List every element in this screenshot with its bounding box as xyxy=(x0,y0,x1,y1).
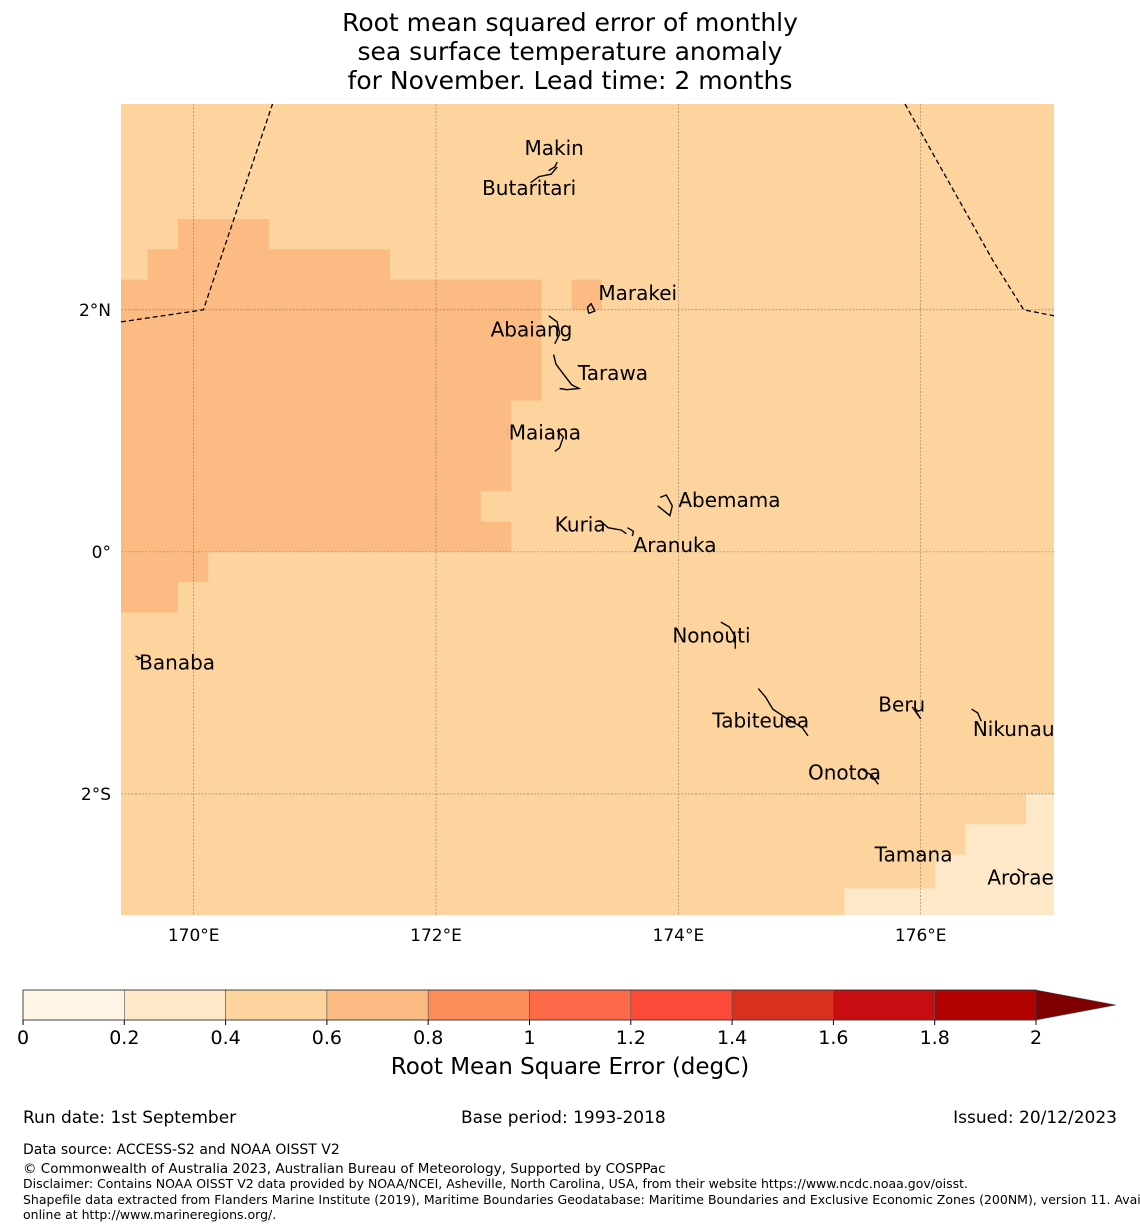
colorbar-tick-label: 1.4 xyxy=(717,1027,747,1049)
island-coastline xyxy=(586,302,596,315)
colorbar-tick-label: 1.6 xyxy=(818,1027,848,1049)
title-line-3: for November. Lead time: 2 months xyxy=(347,66,793,95)
shapefile-credit-1: Shapefile data extracted from Flanders M… xyxy=(23,1192,1140,1207)
island-coastline xyxy=(1017,868,1025,877)
island-coastline xyxy=(720,621,736,649)
island-label: Abemama xyxy=(678,488,780,512)
island-label: Abaiang xyxy=(491,317,573,341)
lon-tick-label: 172°E xyxy=(410,926,462,946)
shapefile-credit-2: online at http://www.marineregions.org/. xyxy=(23,1207,277,1222)
map-figure: 170°E 172°E 174°E 176°E 2°N 0° 2°S Makin Butarit… xyxy=(17,103,1117,1049)
colorbar-segment xyxy=(225,989,328,1021)
title-line-2: sea surface temperature anomaly xyxy=(357,37,783,66)
rmse-map: 170°E 172°E 174°E 176°E 2°N 0° 2°S Makin Butarit… xyxy=(79,103,1055,946)
island-coastline xyxy=(548,161,558,172)
island-label: Aranuka xyxy=(634,533,717,557)
island-label: Marakei xyxy=(598,281,677,305)
island-label: Arorae xyxy=(987,866,1053,890)
disclaimer: Disclaimer: Contains NOAA OISST V2 data … xyxy=(23,1176,968,1191)
lat-tick-label: 0° xyxy=(92,543,111,563)
lon-tick-label: 174°E xyxy=(653,926,705,946)
colorbar-tick-label: 1 xyxy=(523,1027,535,1049)
island-coastline xyxy=(530,166,558,184)
island-coastline xyxy=(757,688,809,737)
island-coastline xyxy=(599,519,627,535)
island-label: Banaba xyxy=(139,650,215,674)
island-coastline xyxy=(627,527,635,537)
error-region-0.2-0.4 xyxy=(844,794,1054,915)
run-date: Run date: 1st September xyxy=(23,1108,237,1128)
eez-boundary-line xyxy=(120,103,274,323)
island-label: Tarawa xyxy=(577,361,648,385)
colorbar-title: Root Mean Square Error (degC) xyxy=(390,1054,750,1080)
island-label: Tabiteuea xyxy=(711,708,809,732)
colorbar-segment xyxy=(326,989,429,1021)
base-period: Base period: 1993-2018 xyxy=(461,1108,666,1128)
title-line-1: Root mean squared error of monthly xyxy=(342,8,798,37)
island-coastline xyxy=(657,494,674,517)
island-coastline xyxy=(135,655,143,661)
colorbar-tick-label: 0.2 xyxy=(109,1027,139,1049)
lat-tick-label: 2°S xyxy=(81,785,111,805)
island-coastline xyxy=(971,708,982,722)
colorbar-segment xyxy=(934,989,1037,1021)
island-label: Butaritari xyxy=(482,176,576,200)
colorbar-tick-label: 0 xyxy=(17,1027,29,1049)
colorbar-tick-label: 0.8 xyxy=(413,1027,443,1049)
issued-date: Issued: 20/12/2023 xyxy=(953,1108,1117,1128)
island-coastline xyxy=(916,851,922,856)
colorbar-segment xyxy=(731,989,834,1021)
error-region-0.6-0.8 xyxy=(121,219,542,613)
island-label: Nonouti xyxy=(672,624,750,648)
copyright: © Commonwealth of Australia 2023, Austra… xyxy=(23,1161,666,1177)
island-label: Beru xyxy=(878,693,925,717)
island-label: Maiana xyxy=(509,420,581,444)
colorbar-segment xyxy=(630,989,733,1021)
island-label: Kuria xyxy=(555,512,606,536)
colorbar-tick-label: 1.2 xyxy=(616,1027,646,1049)
eez-boundary-line xyxy=(904,103,1055,317)
island-label: Makin xyxy=(524,136,583,160)
colorbar-segment xyxy=(427,989,530,1021)
error-region-0.6-0.8 xyxy=(571,279,602,310)
island-label: Tamana xyxy=(874,843,953,867)
colorbar-segment xyxy=(529,989,632,1021)
island-coastline xyxy=(554,430,565,452)
island-coastline xyxy=(911,706,922,720)
colorbar-tick-label: 0.6 xyxy=(312,1027,342,1049)
map-title: Root mean squared error of monthly sea s… xyxy=(0,8,1140,95)
colorbar-tick-label: 1.8 xyxy=(920,1027,950,1049)
lat-tick-label: 2°N xyxy=(79,301,111,321)
island-label: Onotoa xyxy=(808,760,881,784)
colorbar-segment xyxy=(22,989,125,1021)
island-coastline xyxy=(862,769,879,785)
island-coastline xyxy=(548,315,561,345)
lon-tick-label: 176°E xyxy=(895,926,947,946)
colorbar-segment xyxy=(124,989,226,1021)
island-label: Nikunau xyxy=(973,717,1055,741)
lon-tick-label: 170°E xyxy=(168,926,220,946)
colorbar-extend-arrow xyxy=(1035,989,1117,1021)
colorbar-tick-label: 0.4 xyxy=(210,1027,240,1049)
colorbar-tick-label: 2 xyxy=(1030,1027,1042,1049)
island-coastline xyxy=(552,354,582,391)
colorbar-segment xyxy=(833,989,936,1021)
data-source: Data source: ACCESS-S2 and NOAA OISST V2 xyxy=(23,1142,340,1158)
colorbar: 0 0.2 0.4 0.6 0.8 1 1.2 1.4 1.6 1.8 2 xyxy=(17,989,1117,1049)
